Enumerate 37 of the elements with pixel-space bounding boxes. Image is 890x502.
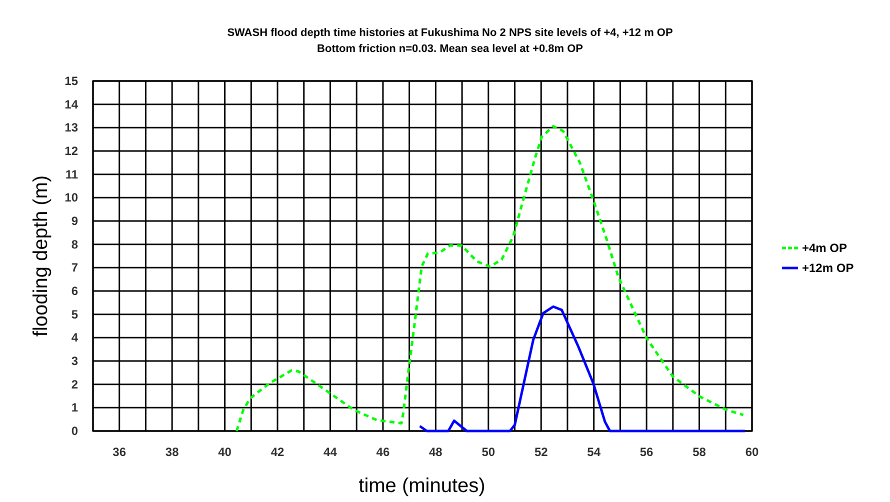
x-tick-label: 52 [534, 445, 548, 459]
x-tick-label: 38 [165, 445, 180, 459]
line-series [235, 125, 745, 432]
x-tick-label: 60 [745, 445, 759, 459]
legend-label: +4m OP [802, 241, 848, 255]
y-tick-label: 3 [71, 354, 78, 368]
line-series [418, 305, 746, 432]
y-tick-label: 7 [71, 260, 78, 275]
y-axis-title: flooding depth (m) [30, 175, 52, 337]
y-tick-label: 14 [64, 97, 78, 112]
chart-subtitle: Bottom friction n=0.03. Mean sea level at +0.8m OP [317, 43, 583, 55]
x-tick-label: 36 [112, 445, 126, 459]
y-tick-label: 10 [64, 190, 78, 205]
x-tick-label: 56 [640, 445, 654, 459]
y-tick-label: 2 [71, 377, 78, 392]
y-tick-label: 4 [71, 330, 78, 345]
y-tick-label: 13 [64, 120, 78, 135]
y-tick-label: 5 [71, 307, 78, 322]
y-tick-label: 8 [71, 237, 78, 252]
y-tick-label: 12 [64, 144, 78, 158]
x-axis-title: time (minutes) [358, 475, 486, 497]
x-tick-label: 40 [218, 445, 232, 459]
x-tick-label: 44 [324, 445, 338, 459]
y-tick-label: 1 [71, 400, 78, 415]
legend-label: +12m OP [802, 261, 854, 275]
y-tick-label: 9 [71, 214, 78, 228]
x-tick-label: 46 [376, 445, 390, 459]
x-tick-label: 50 [482, 445, 496, 459]
x-tick-label: 54 [587, 445, 601, 459]
y-tick-label: 0 [71, 424, 78, 438]
x-tick-label: 42 [270, 445, 285, 459]
y-tick-label: 6 [71, 284, 78, 298]
y-tick-label: 15 [64, 74, 78, 88]
x-tick-label: 48 [429, 445, 443, 459]
y-tick-label: 11 [65, 167, 78, 182]
x-tick-label: 58 [692, 445, 706, 459]
chart-title: SWASH flood depth time histories at Fukushima No 2 NPS site levels of +4, +12 m OP [227, 27, 673, 39]
